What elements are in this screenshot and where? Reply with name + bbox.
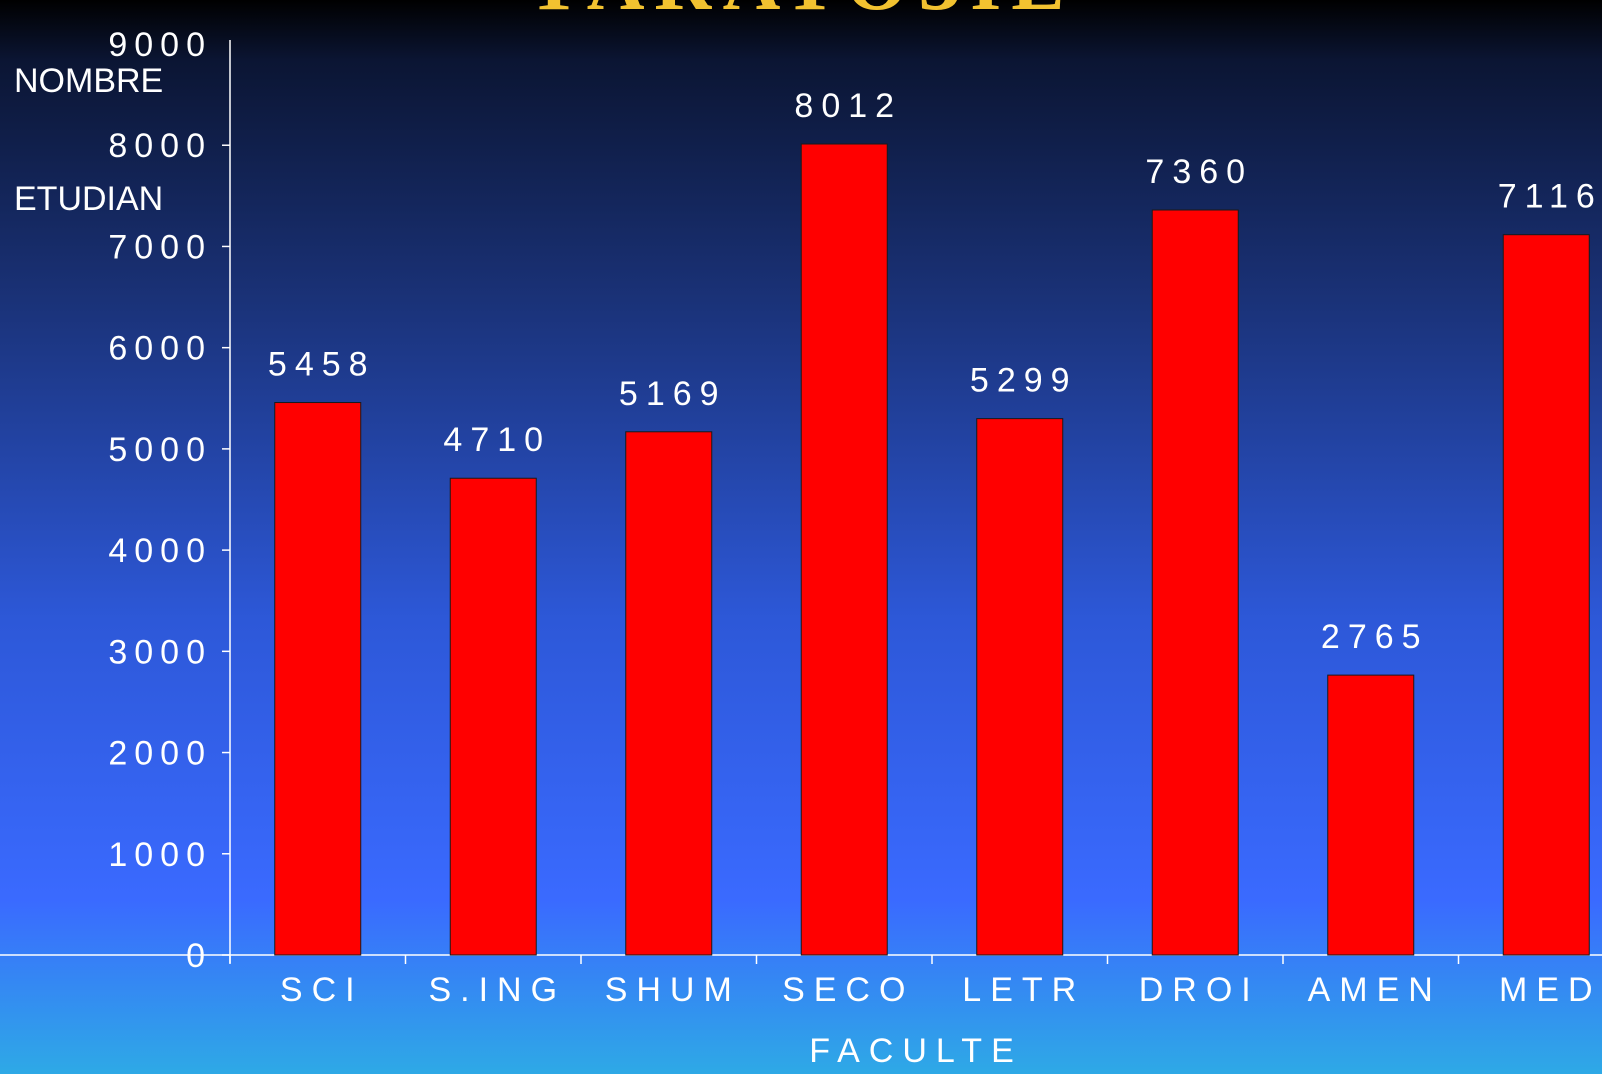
chart-title-fragment: ТАКАТОЗІЕ xyxy=(0,0,1602,29)
bar-sci xyxy=(274,402,362,956)
y-tick-label: 3000 xyxy=(108,633,212,671)
bar-sing xyxy=(449,477,537,956)
bar-value-label: 7116 xyxy=(1498,178,1602,216)
bar-value-label: 5458 xyxy=(268,346,376,384)
bar-shum xyxy=(625,431,713,956)
x-tick-label: SCI xyxy=(280,971,364,1009)
x-tick-label: AMEN xyxy=(1308,971,1442,1009)
x-tick-label: DROI xyxy=(1139,971,1260,1009)
bar-value-label: 2765 xyxy=(1321,618,1429,656)
y-tick-label: 1000 xyxy=(108,836,212,874)
y-tick-label: 4000 xyxy=(108,532,212,570)
x-tick-label: SHUM xyxy=(605,971,741,1009)
bar-med xyxy=(1502,234,1590,956)
x-tick-label: SECO xyxy=(782,971,914,1009)
y-tick-label: 7000 xyxy=(108,228,212,266)
x-tick-label: S.ING xyxy=(428,971,566,1009)
x-tick-label: MED xyxy=(1499,971,1602,1009)
bar-value-label: 5299 xyxy=(970,362,1078,400)
x-axis-label: FACULTE xyxy=(809,1032,1023,1070)
bar-seco xyxy=(800,143,888,956)
labels-group: 0 1000 2000 3000 4000 5000 6000 7000 8000 9000 545… xyxy=(108,26,1602,1009)
bar-amen xyxy=(1327,674,1415,956)
bar-value-label: 7360 xyxy=(1145,153,1253,191)
y-tick-label: 8000 xyxy=(108,127,212,165)
bars-group xyxy=(274,143,1590,956)
y-tick-label: 0 xyxy=(186,937,212,975)
y-tick-label: 5000 xyxy=(108,431,212,469)
bar-droi xyxy=(1151,209,1239,956)
y-tick-label: 6000 xyxy=(108,330,212,368)
y-tick-label: 2000 xyxy=(108,735,212,773)
bar-value-label: 5169 xyxy=(619,375,727,413)
y-tick-label: 9000 xyxy=(108,26,212,64)
x-tick-label: LETR xyxy=(962,971,1085,1009)
bar-value-label: 4710 xyxy=(443,421,551,459)
bar-value-label: 8012 xyxy=(794,87,902,125)
bar-letr xyxy=(976,418,1064,956)
